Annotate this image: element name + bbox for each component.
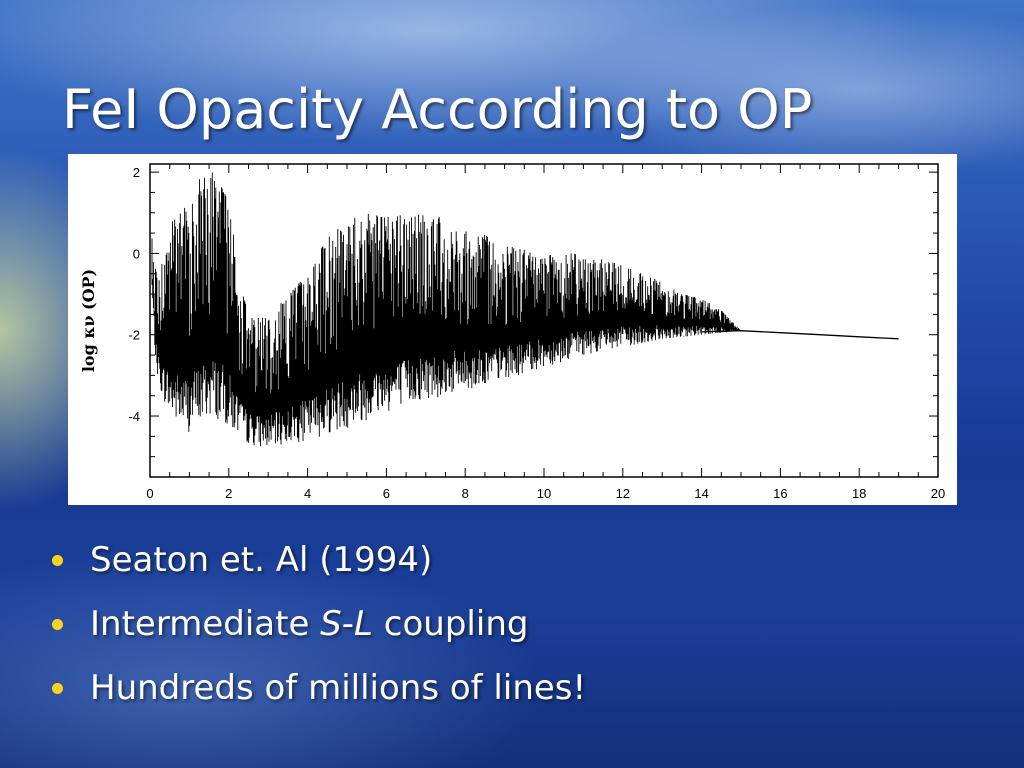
bullet-item: Intermediate S-L coupling [52,604,586,668]
bullet-text-s: S [320,604,342,644]
bullet-dot [52,683,63,694]
bullet-dot [52,555,63,566]
x-tick-label: 14 [694,486,708,501]
slide-title: FeI Opacity According to OP [62,78,813,141]
opacity-spikes [630,291,741,346]
bullet-text: Seaton et. Al (1994) [90,540,433,580]
y-tick-label: -4 [128,409,140,424]
bullet-text: Hundreds of millions of lines! [90,668,587,708]
x-tick-label: 10 [537,486,551,501]
y-axis-label: log κν (OP) [79,269,98,372]
x-tick-label: 2 [225,486,232,501]
x-tick-label: 4 [304,486,311,501]
x-tick-label: 12 [616,486,630,501]
bullet-dot [52,619,63,630]
y-tick-label: 0 [133,246,140,261]
bullet-text-post: coupling [373,604,529,644]
bullet-item: Hundreds of millions of lines! [52,668,586,732]
plot-area [151,172,899,447]
bullet-item: Seaton et. Al (1994) [52,540,586,604]
opacity-spectrum [151,172,742,447]
bullet-list: Seaton et. Al (1994) Intermediate S-L co… [52,540,586,732]
y-tick-label: 2 [133,165,140,180]
x-tick-label: 18 [852,486,866,501]
x-tick-label: 6 [383,486,390,501]
bullet-text-dash: - [341,604,355,644]
bullet-text-pre: Intermediate [90,604,321,644]
opacity-continuum [701,330,899,340]
y-tick-label: -2 [128,328,140,343]
x-tick-label: 16 [773,486,787,501]
x-tick-label: 0 [146,486,153,501]
opacity-chart: 0 2 4 6 8 10 12 14 16 18 20 2 0 -2 -4 log κν (OP) [68,154,957,505]
bullet-text-l: L [354,604,373,644]
x-tick-label: 20 [931,486,945,501]
x-tick-label: 8 [462,486,469,501]
axis-ticks [149,164,939,478]
